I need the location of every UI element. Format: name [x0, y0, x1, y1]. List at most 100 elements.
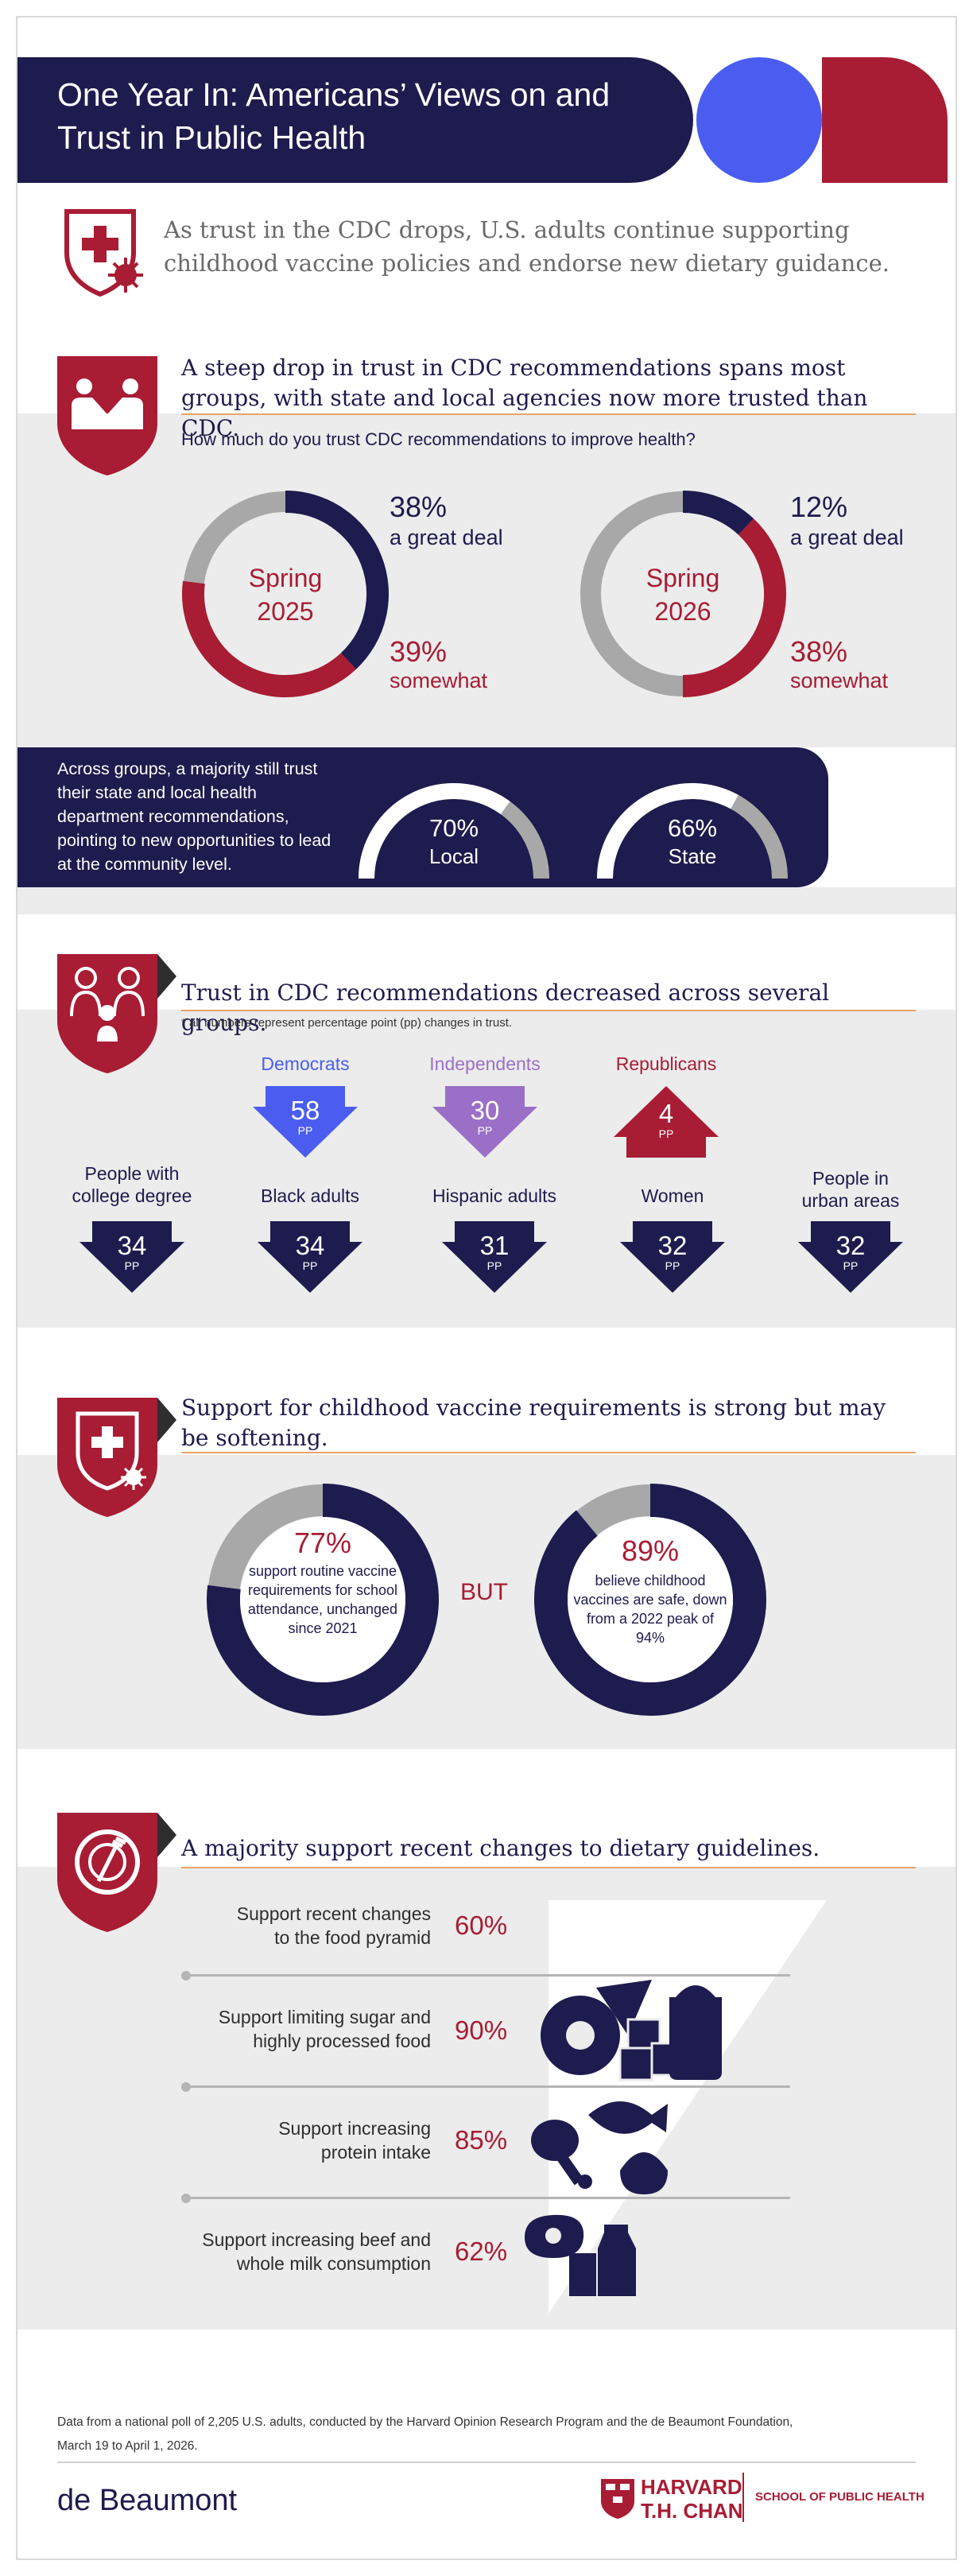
group-unit-college: PP	[124, 1259, 140, 1272]
party-arrow-republicans	[614, 1086, 719, 1158]
group-arrow-black	[258, 1221, 362, 1293]
donut-2025-label-line1: Spring	[248, 564, 323, 592]
donut-2025-great-deal-segment	[285, 491, 389, 669]
footer-rule	[57, 2462, 916, 2463]
vaccine-safety-segment	[534, 1484, 766, 1716]
sweets-icon	[541, 1980, 722, 2081]
party-arrow-democrats	[253, 1086, 358, 1158]
shield-virus-icon-2	[57, 1398, 176, 1517]
shield-virus-icon	[64, 209, 143, 297]
source-note-line1: Data from a national poll of 2,205 U.S. …	[57, 2415, 793, 2429]
group-arrow-college	[79, 1221, 184, 1293]
donut-2025-great-deal-label: a great deal	[390, 526, 503, 549]
donut-2026-somewhat-value: 38%	[790, 635, 848, 668]
diet-row3-line	[186, 2197, 790, 2199]
party-unit-democrats: PP	[297, 1124, 313, 1137]
vaccine-safety-value: 89%	[621, 1534, 680, 1567]
decorative-blue-circle	[696, 57, 822, 183]
de-beaumont-logo: de Beaumont	[57, 2484, 238, 2517]
group-label-college-line1: People with	[84, 1163, 180, 1184]
party-unit-republicans: PP	[658, 1127, 674, 1140]
gauge-state-fill	[597, 783, 738, 879]
vaccine-safety-text: believe childhood vaccines are safe, dow…	[573, 1573, 727, 1646]
vaccine-safety-donut	[534, 1484, 766, 1716]
group-unit-women: PP	[665, 1259, 680, 1272]
party-value-democrats: 58	[290, 1096, 320, 1125]
vaccine-requirements-value: 77%	[293, 1527, 352, 1559]
gauge-state	[597, 783, 788, 879]
party-value-republicans: 4	[658, 1099, 674, 1128]
gauge-local-value: 70%	[428, 814, 479, 842]
group-label-women: Women	[641, 1185, 704, 1206]
harvard-logo-line1: HARVARD	[641, 2475, 742, 2499]
donut-2026-somewhat-segment	[682, 518, 786, 697]
donut-2025-somewhat-segment	[182, 580, 356, 697]
diet-value-protein: 85%	[455, 2125, 508, 2155]
trust-change-arrows	[79, 1086, 903, 1293]
pp-note: * all numbers represent percentage point…	[181, 1016, 513, 1030]
diet-value-food-pyramid: 60%	[455, 1911, 508, 1940]
section1-rule	[181, 413, 916, 415]
section3-band	[17, 1455, 956, 1749]
harvard-logo-line2: T.H. CHAN	[641, 2499, 743, 2523]
gauge-local	[359, 783, 549, 879]
group-label-urban: People in urban areas	[779, 1167, 922, 1212]
group-label-hispanic: Hispanic adults	[432, 1185, 556, 1206]
group-label-black: Black adults	[260, 1185, 359, 1206]
section2-heading: Trust in CDC recommendations decreased a…	[181, 980, 830, 1036]
vaccine-requirements-segment	[207, 1484, 439, 1716]
party-arrow-independents	[432, 1086, 537, 1158]
diet-row1-line	[186, 1974, 790, 1977]
group-value-women: 32	[657, 1231, 688, 1260]
page-frame	[16, 16, 957, 2560]
party-label-independents: Independents	[429, 1053, 541, 1074]
trust-donut-2026	[580, 491, 786, 697]
party-unit-independents: PP	[477, 1124, 493, 1137]
donut-2026-great-deal-value: 12%	[790, 491, 848, 523]
group-arrow-women	[620, 1221, 725, 1293]
group-unit-urban: PP	[843, 1259, 859, 1272]
group-value-urban: 32	[835, 1231, 866, 1260]
diet-label-food-pyramid: Support recent changes to the food pyram…	[135, 1902, 431, 1949]
donut-2026-great-deal-segment	[682, 491, 754, 535]
section1-band-bottom	[17, 887, 956, 914]
group-label-college: People with college degree	[60, 1162, 204, 1207]
handshake-shield-icon	[57, 356, 157, 475]
section3-rule	[181, 1452, 916, 1453]
section4-heading: A majority support recent changes to die…	[181, 1835, 820, 1861]
diet-label-beef-milk-line1: Support increasing beef and	[202, 2229, 431, 2250]
intro-text: As trust in the CDC drops, U.S. adults c…	[164, 216, 890, 277]
diet-label-food-pyramid-line1: Support recent changes	[236, 1903, 431, 1924]
gauge-state-label: State	[668, 844, 717, 868]
donut-2026-somewhat-label: somewhat	[790, 669, 889, 692]
group-unit-hispanic: PP	[486, 1259, 502, 1272]
group-unit-black: PP	[302, 1259, 318, 1272]
harvard-logo-school: SCHOOL OF PUBLIC HEALTH	[755, 2490, 925, 2504]
diet-label-sugar: Support limiting sugar and highly proces…	[135, 2005, 431, 2053]
group-arrow-hispanic	[442, 1221, 547, 1293]
gauge-local-label: Local	[428, 844, 479, 868]
party-value-independents: 30	[470, 1096, 500, 1125]
donut-2025-label: Spring 2025	[227, 561, 343, 628]
group-value-college: 34	[117, 1231, 147, 1260]
donut-2025-somewhat-value: 39%	[390, 635, 448, 668]
people-shield-icon	[57, 954, 176, 1073]
vaccine-requirements-donut	[207, 1484, 439, 1716]
diet-label-protein-line2: protein intake	[320, 2142, 431, 2163]
donut-2026-great-deal-label: a great deal	[790, 526, 904, 549]
trust-question: How much do you trust CDC recommendation…	[181, 429, 696, 449]
section4-band	[17, 1867, 956, 2330]
page-title: One Year In: Americans’ Views on and Tru…	[57, 76, 611, 156]
diet-row2-line	[186, 2085, 790, 2088]
donut-2026-label-line2: 2026	[654, 597, 711, 626]
party-label-democrats: Democrats	[261, 1053, 350, 1074]
gauge-state-value: 66%	[667, 814, 718, 842]
section2-rule	[181, 1010, 916, 1011]
gauge-local-fill	[359, 783, 510, 879]
decorative-red-shape	[822, 57, 948, 183]
group-arrow-urban	[798, 1221, 903, 1293]
diet-label-protein: Support increasing protein intake	[135, 2116, 431, 2164]
source-note: Data from a national poll of 2,205 U.S. …	[57, 2411, 916, 2458]
donut-2025-label-line2: 2025	[257, 597, 314, 626]
donut-2026-label: Spring 2026	[625, 561, 741, 628]
